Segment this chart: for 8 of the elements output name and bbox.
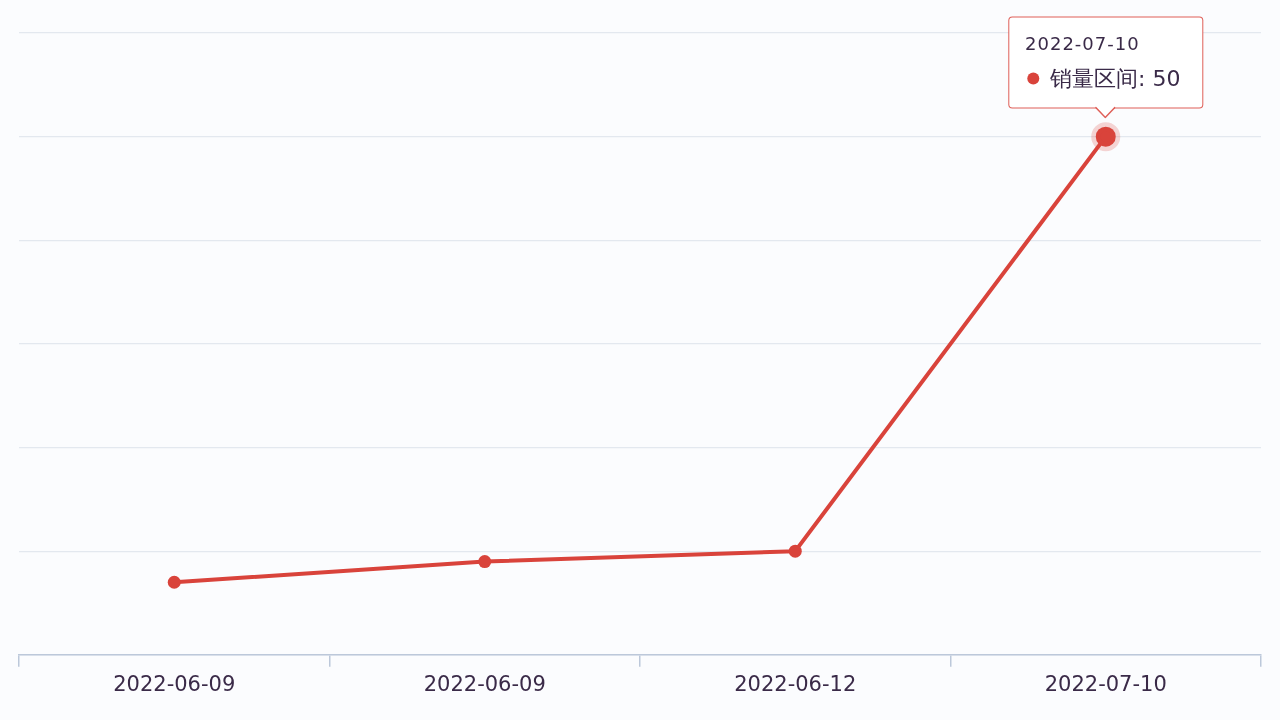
x-tick-label: 2022-06-09: [113, 671, 236, 696]
x-tick-label: 2022-06-12: [734, 671, 857, 696]
x-tick-label: 2022-06-09: [423, 671, 546, 696]
x-tick-label: 2022-07-10: [1044, 671, 1167, 696]
point: [788, 544, 802, 558]
annotation: 销量区间: 50: [1050, 64, 1181, 93]
point: [478, 555, 492, 569]
point: [167, 575, 181, 589]
